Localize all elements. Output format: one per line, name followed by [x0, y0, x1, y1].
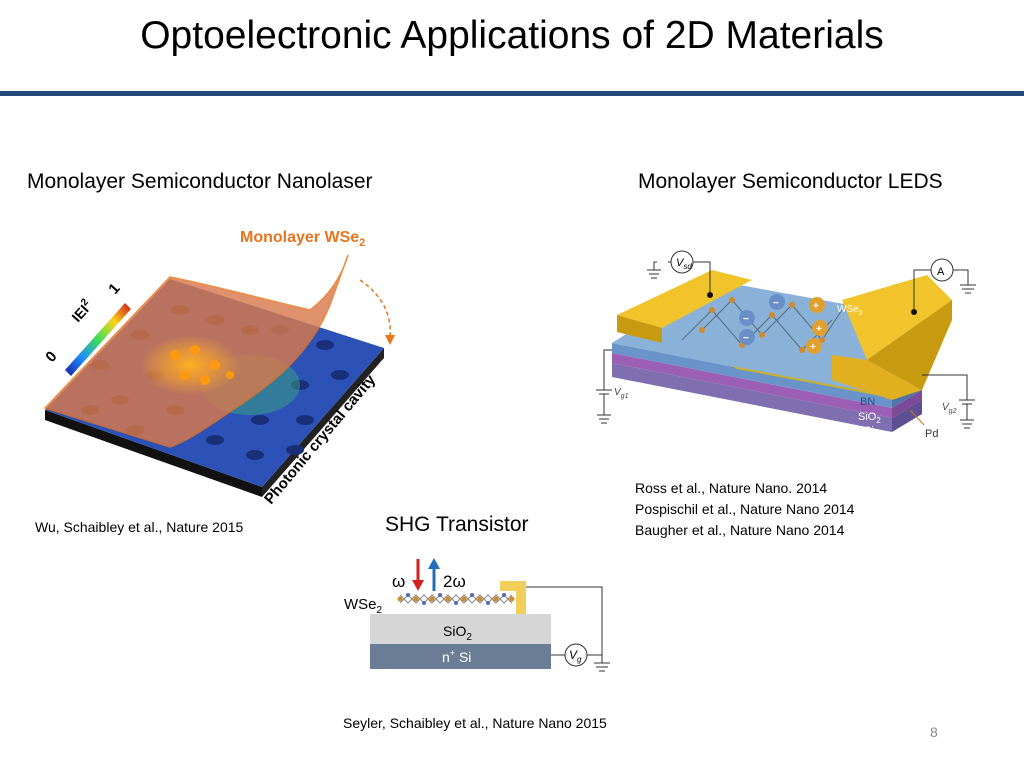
layer-bn [612, 343, 892, 408]
ammeter-contact [911, 309, 917, 315]
colorbar-label: IEI2 [68, 296, 96, 325]
svg-text:−: − [743, 314, 749, 325]
vg-label: Vg [569, 648, 582, 664]
gold-left-top [617, 270, 752, 328]
gold-right-front [832, 355, 922, 400]
omega-label: ω [392, 572, 405, 591]
vg-source [564, 643, 588, 667]
sio2-layer [370, 614, 551, 644]
shg-sio2-label: SiO2 [443, 623, 472, 643]
vsd-label: Vsd [676, 257, 692, 271]
led-figure: − − − + + + WSe2 Vsd A Vg1 Vg2 BN SiO2 [596, 250, 976, 440]
slide-title: Optoelectronic Applications of 2D Materi… [140, 14, 884, 57]
leds-citation-2: Pospischil et al., Nature Nano 2014 [635, 501, 855, 517]
shg-figure: ω 2ω WSe2 SiO2 n+ Si Vg [344, 558, 610, 672]
svg-text:+: + [816, 324, 822, 335]
sio2-label: SiO2 [858, 411, 881, 425]
colorbar [65, 303, 131, 376]
shg-si-label: n+ Si [442, 648, 471, 665]
gold-contact [500, 581, 526, 614]
vsd-meter [670, 250, 694, 274]
two-omega-label: 2ω [443, 572, 466, 591]
pd-stripe [732, 366, 897, 399]
ammeter-circuit [913, 269, 976, 312]
pd-label: Pd [925, 428, 938, 440]
title-divider [0, 91, 1024, 96]
gold-right-top [842, 275, 952, 360]
bn-label: BN [860, 396, 875, 408]
hotspot-dots [170, 345, 234, 385]
shg-circuit [526, 586, 610, 672]
vsd-contact [707, 292, 713, 298]
gold-right-side [867, 300, 952, 390]
nanolaser-citation: Wu, Schaibley et al., Nature 2015 [35, 519, 244, 535]
si-label: Si [864, 425, 874, 437]
colorbar-min: 0 [42, 348, 60, 366]
shg-heading: SHG Transistor [385, 513, 529, 536]
leds-citation-1: Ross et al., Nature Nano. 2014 [635, 480, 828, 496]
svg-text:+: + [813, 301, 819, 312]
nanolaser-heading: Monolayer Semiconductor Nanolaser [27, 170, 373, 193]
ammeter-label: A [937, 266, 945, 278]
wse2-label: Monolayer WSe2 [240, 229, 365, 249]
vg1-label: Vg1 [614, 387, 629, 400]
electrons: − − − [739, 294, 785, 345]
layer-si-right [892, 400, 922, 432]
svg-text:−: − [773, 298, 779, 309]
leds-heading: Monolayer Semiconductor LEDS [638, 170, 943, 193]
crystal-holes-sheet [81, 305, 259, 435]
slab-side-right [262, 348, 384, 497]
shg-atoms-blue [406, 593, 506, 605]
layer-sio2 [612, 353, 892, 418]
svg-text:+: + [810, 342, 816, 353]
shg-wse2-label: WSe2 [344, 596, 383, 616]
vg2-label: Vg2 [942, 402, 957, 415]
page-number: 8 [930, 724, 938, 740]
svg-text:−: − [743, 333, 749, 344]
nanolaser-figure: Monolayer WSe2 IEI2 1 0 Photonic crystal… [42, 229, 395, 508]
ammeter [930, 258, 954, 282]
vg2-circuit [922, 374, 975, 429]
si-layer [370, 644, 551, 669]
leds-citations: Ross et al., Nature Nano. 2014 Pospischi… [635, 478, 854, 541]
two-omega-arrow-head [428, 558, 440, 569]
dashed-arrow-head [385, 335, 395, 345]
omega-arrow-head [412, 580, 424, 591]
dashed-arrow [359, 279, 391, 338]
shg-atoms-orange [397, 596, 515, 602]
layer-si [612, 363, 892, 432]
holes: + + + [806, 297, 828, 354]
slab-side-front [45, 410, 262, 497]
field-hotspot [140, 335, 240, 395]
led-wse2-label: WSe2 [837, 304, 863, 317]
layer-sio2-right [892, 390, 922, 418]
shg-citation: Seyler, Schaibley et al., Nature Nano 20… [343, 715, 607, 731]
gold-left-front [617, 315, 662, 343]
vg1-circuit [596, 349, 612, 424]
leds-citation-3: Baugher et al., Nature Nano 2014 [635, 522, 845, 538]
colorbar-max: 1 [105, 280, 123, 298]
pd-pointer [909, 409, 925, 426]
